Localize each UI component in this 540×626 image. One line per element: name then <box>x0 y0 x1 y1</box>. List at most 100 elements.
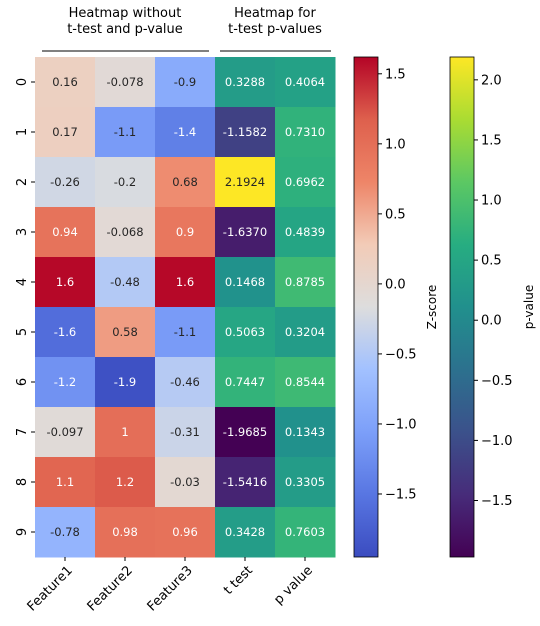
colorbar-gradient <box>449 56 475 558</box>
heatmap-cell <box>275 57 336 108</box>
y-tick-label: 3 <box>15 228 30 236</box>
cell-value-label: -1.2 <box>54 375 76 389</box>
cell-value-label: 0.8544 <box>285 375 325 389</box>
heatmap-cell <box>95 207 156 258</box>
heatmap-cell <box>155 157 216 208</box>
heatmap-cell <box>35 207 96 258</box>
x-tick-label: Feature2 <box>85 563 136 614</box>
group-title-1-line1: Heatmap without <box>69 6 182 21</box>
y-tick-label: 0 <box>15 78 30 86</box>
cell-value-label: -0.78 <box>50 525 80 539</box>
colorbar-tick-label: 1.5 <box>385 67 406 82</box>
cell-value-label: -1.5416 <box>223 475 267 489</box>
colorbar-gradient <box>353 56 379 558</box>
y-tick-label: 5 <box>15 328 30 336</box>
cell-value-label: 0.5063 <box>225 325 265 339</box>
heatmap-cell <box>35 257 96 308</box>
cell-value-label: -1.9685 <box>223 425 267 439</box>
cell-value-label: 1.6 <box>56 275 74 289</box>
heatmap-cell <box>215 407 276 458</box>
cell-value-label: -0.9 <box>174 75 196 89</box>
colorbar-tick-label: 0.0 <box>385 277 406 292</box>
cell-value-label: 0.98 <box>112 525 138 539</box>
cell-value-label: 2.1924 <box>225 175 265 189</box>
group-title-2-line1: Heatmap for <box>234 6 316 21</box>
group-title-2-line2: t-test p-values <box>228 22 322 37</box>
cell-value-label: -1.4 <box>174 125 196 139</box>
cell-value-label: 1.2 <box>116 475 134 489</box>
heatmap-cell <box>35 107 96 158</box>
cell-value-label: 0.96 <box>172 525 198 539</box>
heatmap-cell <box>95 457 156 508</box>
cell-value-label: 0.7310 <box>285 125 325 139</box>
cell-value-label: 0.4064 <box>285 75 325 89</box>
cell-value-label: 0.4839 <box>285 225 325 239</box>
colorbar-tick-label: −1.0 <box>481 434 513 449</box>
cell-value-label: 1 <box>121 425 128 439</box>
cell-value-label: 0.1468 <box>225 275 265 289</box>
cell-value-label: 0.94 <box>52 225 78 239</box>
cell-value-label: -0.097 <box>46 425 83 439</box>
y-tick-label: 2 <box>15 178 30 186</box>
heatmap-cell <box>155 57 216 108</box>
heatmap-cell <box>275 507 336 558</box>
cell-value-label: 0.16 <box>52 75 78 89</box>
heatmap-cell <box>155 507 216 558</box>
cell-value-label: -1.9 <box>114 375 136 389</box>
cell-value-label: 0.7447 <box>225 375 265 389</box>
heatmap-cell <box>215 107 276 158</box>
cell-value-label: 0.3288 <box>225 75 265 89</box>
heatmap-cell <box>275 207 336 258</box>
heatmap-cell <box>215 507 276 558</box>
heatmap-cell <box>95 157 156 208</box>
cell-value-label: -0.48 <box>110 275 140 289</box>
cell-value-label: -1.6 <box>54 325 76 339</box>
cell-value-label: -1.1582 <box>223 125 267 139</box>
heatmap-cell <box>155 407 216 458</box>
cell-value-label: -0.03 <box>170 475 200 489</box>
cell-value-label: -0.26 <box>50 175 80 189</box>
y-tick-label: 7 <box>15 428 30 436</box>
heatmap-cell <box>35 157 96 208</box>
heatmap-cell <box>215 307 276 358</box>
heatmap-cells: 0.16 -0.078 -0.9 0.3288 0.4064 0.17 -1.1 -1.4 -1… <box>35 57 336 558</box>
cell-value-label: -0.068 <box>106 225 143 239</box>
heatmap-cell <box>215 57 276 108</box>
cell-value-label: 0.17 <box>52 125 78 139</box>
colorbar-tick-label: −1.5 <box>481 494 513 509</box>
heatmap-cell <box>35 407 96 458</box>
group-title-1-line2: t-test and p-value <box>67 22 183 37</box>
cell-value-label: 0.6962 <box>285 175 325 189</box>
cell-value-label: 0.9 <box>176 225 194 239</box>
heatmap-cell <box>275 357 336 408</box>
heatmap-cell <box>155 307 216 358</box>
y-tick-label: 8 <box>15 478 30 486</box>
heatmap-cell <box>35 57 96 108</box>
heatmap-cell <box>95 357 156 408</box>
heatmap-cell <box>275 407 336 458</box>
cell-value-label: -0.078 <box>106 75 143 89</box>
heatmap-cell <box>95 307 156 358</box>
x-tick-label: Feature3 <box>145 563 196 614</box>
heatmap-cell <box>95 257 156 308</box>
heatmap-cell <box>215 257 276 308</box>
cell-value-label: 0.3428 <box>225 525 265 539</box>
colorbar-tick-label: −1.5 <box>385 487 417 502</box>
heatmap-cell <box>35 307 96 358</box>
heatmap-cell <box>95 107 156 158</box>
colorbar-tick-label: −0.5 <box>481 374 513 389</box>
colorbar-tick-label: 1.0 <box>385 137 406 152</box>
cell-value-label: 0.3305 <box>285 475 325 489</box>
x-tick-label: t test <box>221 563 256 598</box>
cell-value-label: -1.6370 <box>223 225 267 239</box>
y-tick-label: 9 <box>15 528 30 536</box>
cell-value-label: 1.1 <box>56 475 74 489</box>
heatmap-cell <box>95 407 156 458</box>
heatmap-cell <box>155 457 216 508</box>
cell-value-label: -0.46 <box>170 375 200 389</box>
cell-value-label: -1.1 <box>174 325 196 339</box>
cell-value-label: 0.7603 <box>285 525 325 539</box>
colorbar-tick-label: 0.5 <box>385 207 406 222</box>
heatmap-cell <box>275 457 336 508</box>
